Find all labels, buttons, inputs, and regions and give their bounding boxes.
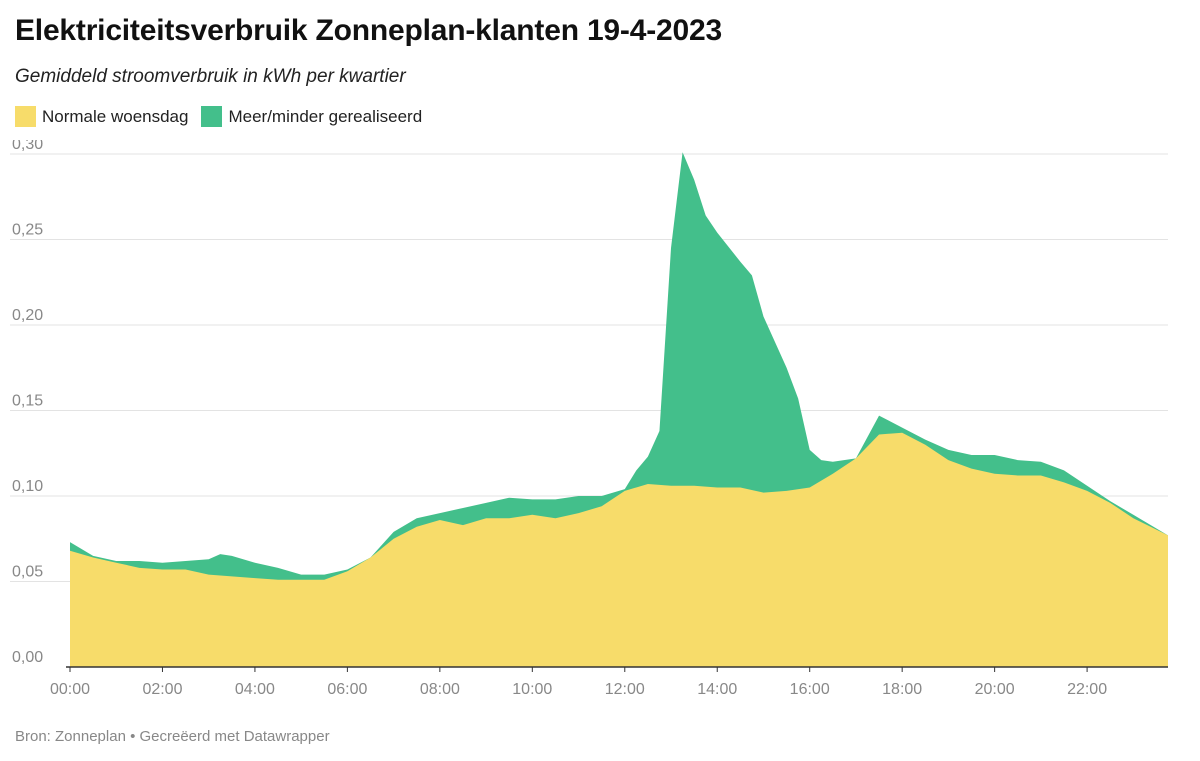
area-normal-wednesday xyxy=(70,432,1168,667)
x-tick-label: 18:00 xyxy=(882,681,922,698)
y-tick-label: 0,20 xyxy=(12,307,43,324)
x-tick-label: 16:00 xyxy=(790,681,830,698)
legend-item-more-less: Meer/minder gerealiseerd xyxy=(201,106,422,127)
y-tick-label: 0,15 xyxy=(12,393,43,410)
legend-swatch-normal xyxy=(15,106,36,127)
y-tick-label: 0,10 xyxy=(12,478,43,495)
legend: Normale woensdag Meer/minder gerealiseer… xyxy=(15,106,435,127)
legend-label-normal: Normale woensdag xyxy=(42,106,189,126)
x-tick-label: 20:00 xyxy=(975,681,1015,698)
y-tick-label: 0,25 xyxy=(12,222,43,239)
x-tick-label: 22:00 xyxy=(1067,681,1107,698)
legend-swatch-more-less xyxy=(201,106,223,127)
chart-subtitle: Gemiddeld stroomverbruik in kWh per kwar… xyxy=(15,66,406,87)
x-tick-label: 02:00 xyxy=(142,681,182,698)
x-tick-label: 04:00 xyxy=(235,681,275,698)
x-tick-label: 14:00 xyxy=(697,681,737,698)
y-tick-label: 0,05 xyxy=(12,564,43,581)
legend-label-more-less: Meer/minder gerealiseerd xyxy=(228,106,423,126)
legend-item-normal: Normale woensdag xyxy=(15,106,188,127)
area-series xyxy=(70,152,1168,668)
x-tick-label: 08:00 xyxy=(420,681,460,698)
x-tick-label: 00:00 xyxy=(50,681,90,698)
y-tick-label: 0,00 xyxy=(12,649,43,666)
area-chart: 0,00 0,05 0,10 0,15 0,20 0,25 0,30 00:00 02:00 04… xyxy=(10,140,1168,698)
y-tick-label: 0,30 xyxy=(12,140,43,153)
x-tick-label: 12:00 xyxy=(605,681,645,698)
x-tick-label: 06:00 xyxy=(327,681,367,698)
axes: 0,00 0,05 0,10 0,15 0,20 0,25 0,30 00:00 02:00 04… xyxy=(12,140,1168,698)
chart-title: Elektriciteitsverbruik Zonneplan-klanten… xyxy=(15,14,722,47)
x-tick-label: 10:00 xyxy=(512,681,552,698)
source-footer: Bron: Zonneplan • Gecreëerd met Datawrap… xyxy=(15,728,330,745)
